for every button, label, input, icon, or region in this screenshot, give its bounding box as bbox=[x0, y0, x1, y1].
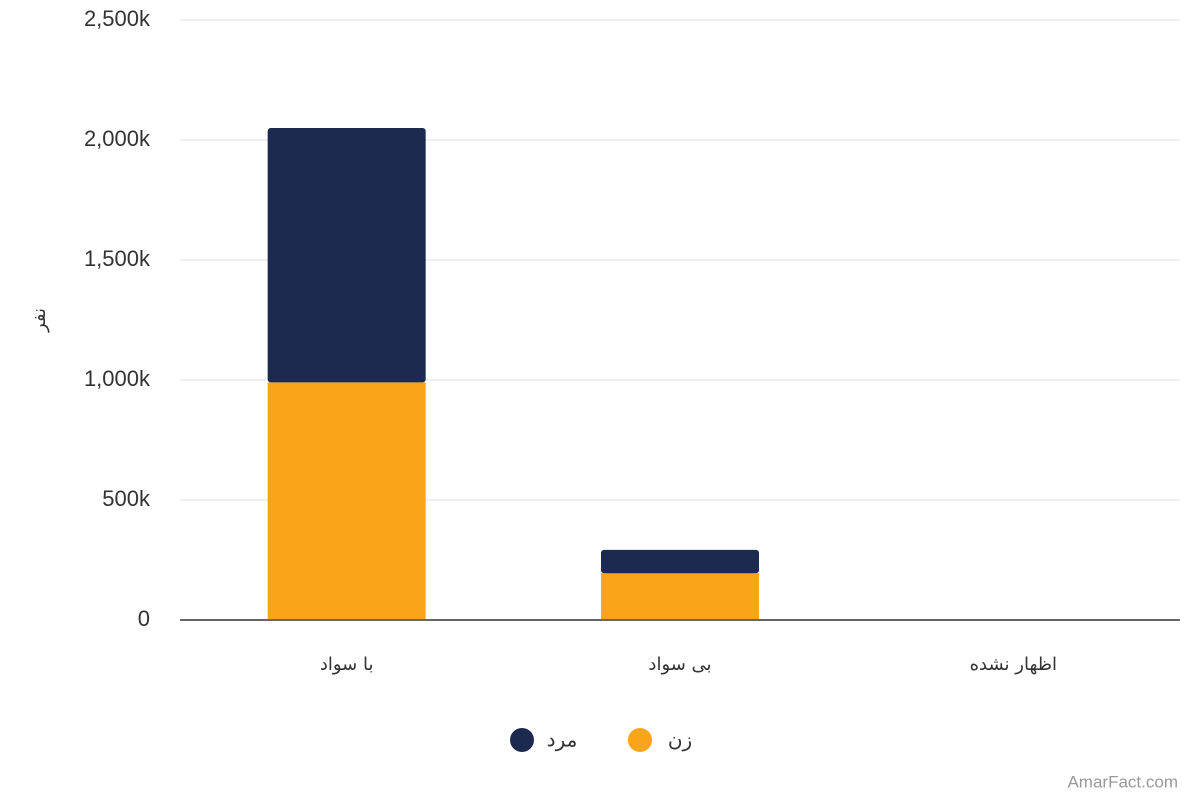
x-tick-label: بی سواد bbox=[648, 654, 711, 675]
x-tick-label: با سواد bbox=[320, 654, 374, 675]
y-tick-label: 1,000k bbox=[84, 366, 151, 391]
legend-label: زن bbox=[668, 728, 692, 752]
y-tick-label: 2,000k bbox=[84, 126, 151, 151]
watermark: AmarFact.com bbox=[1067, 772, 1178, 791]
y-tick-label: 1,500k bbox=[84, 246, 151, 271]
bar-segment bbox=[267, 382, 426, 619]
bar-segment bbox=[601, 573, 759, 619]
bar-segment bbox=[601, 549, 759, 574]
y-tick-label: 0 bbox=[138, 606, 150, 631]
y-tick-label: 500k bbox=[102, 486, 151, 511]
legend-label: مرد bbox=[547, 728, 578, 752]
bar-segment bbox=[267, 128, 426, 383]
y-tick-label: 2,500k bbox=[84, 6, 151, 31]
legend-marker bbox=[510, 728, 534, 752]
y-axis-label: نفر bbox=[29, 308, 50, 333]
legend-marker bbox=[628, 728, 652, 752]
x-tick-label: اظهار نشده bbox=[970, 654, 1057, 675]
